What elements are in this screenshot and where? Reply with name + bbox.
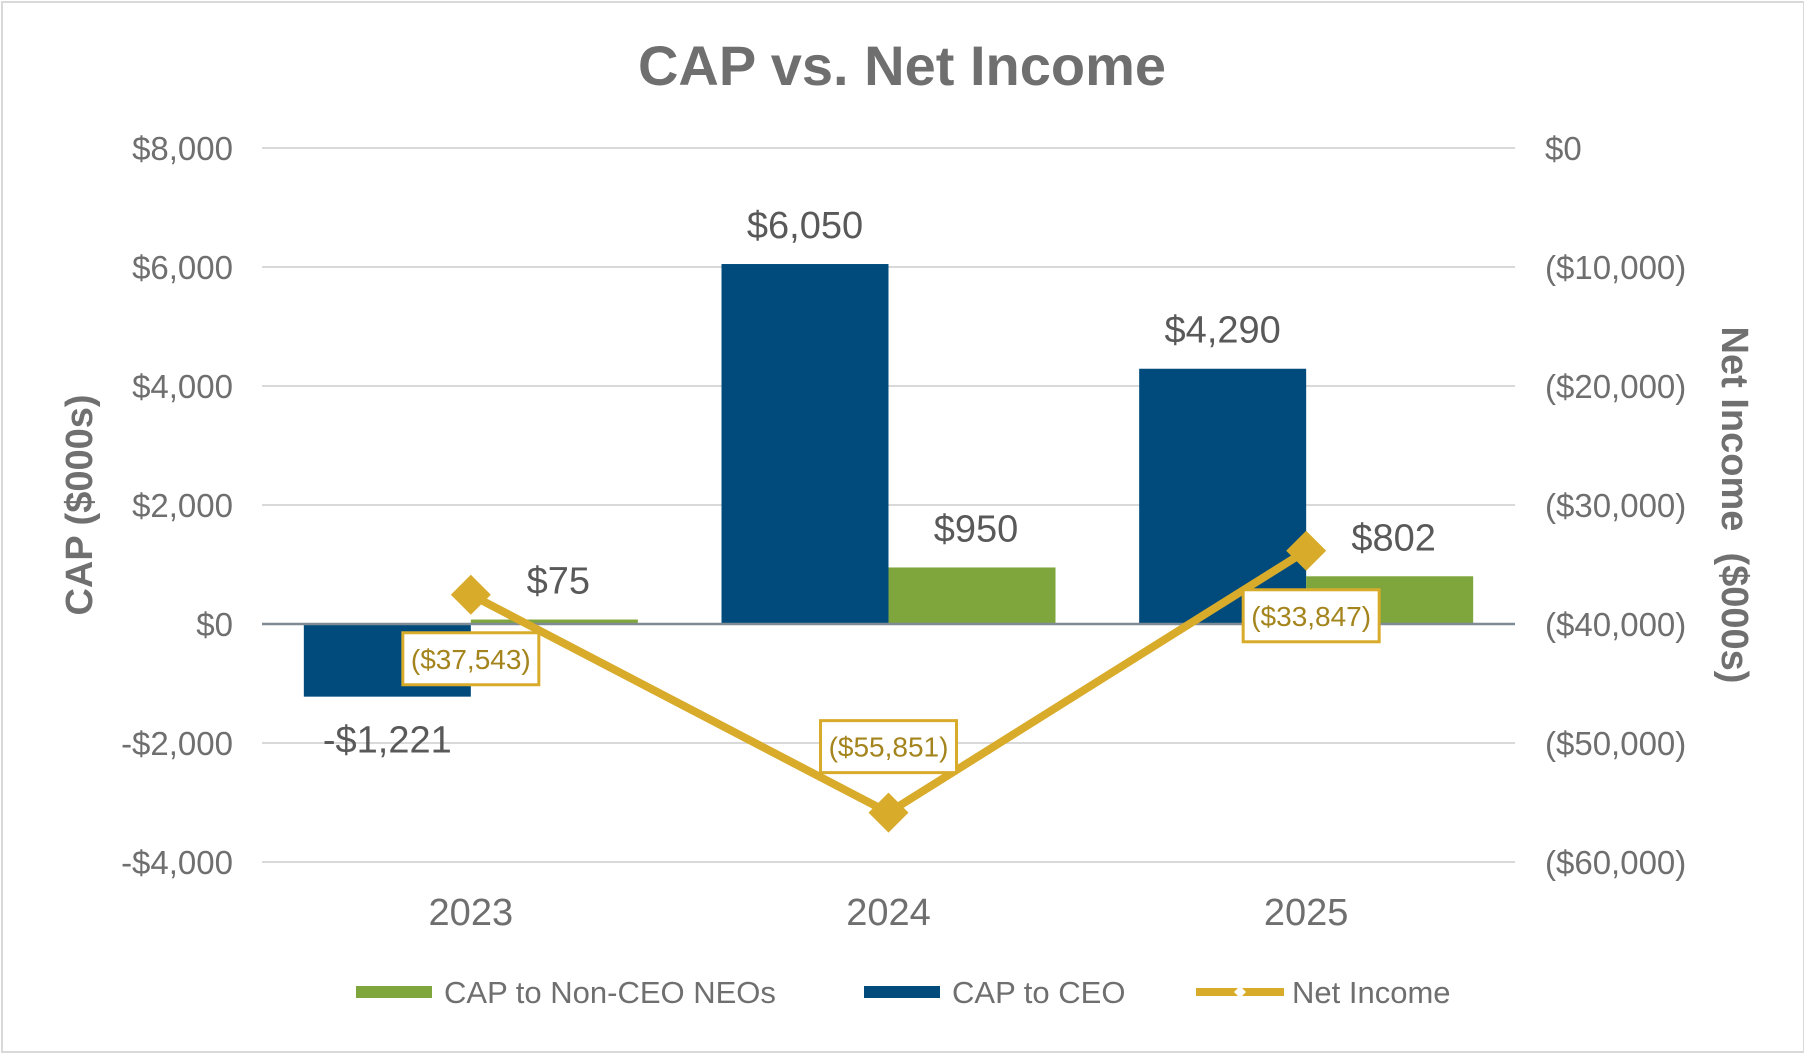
left-axis-title: CAP ($000s) bbox=[59, 394, 101, 615]
right-axis-tick-label: ($50,000) bbox=[1545, 725, 1686, 762]
left-axis-tick-label: $4,000 bbox=[132, 368, 233, 405]
net-income-label-box-2025 bbox=[1241, 588, 1381, 644]
legend-marker-icon bbox=[1234, 986, 1246, 998]
right-axis-tick-label: ($10,000) bbox=[1545, 249, 1686, 286]
bar-ceo-2024 bbox=[721, 264, 889, 624]
net-income-label-2024: ($55,851) bbox=[829, 732, 949, 763]
label-neo-2024: $950 bbox=[934, 508, 1019, 550]
legend-label-2: Net Income bbox=[1292, 975, 1451, 1010]
x-axis-tick-label: 2023 bbox=[429, 892, 514, 934]
net-income-marker-2023 bbox=[450, 574, 491, 615]
legend-label-0: CAP to Non-CEO NEOs bbox=[444, 975, 776, 1010]
net-income-label-box-2023 bbox=[401, 631, 541, 687]
net-income-label-2025: ($33,847) bbox=[1251, 601, 1371, 632]
label-neo-2025: $802 bbox=[1351, 517, 1436, 559]
right-axis-tick-label: $0 bbox=[1545, 130, 1582, 167]
net-income-marker-2025 bbox=[1286, 530, 1327, 571]
x-axis-tick-label: 2025 bbox=[1264, 892, 1349, 934]
data-labels-layer: -$1,221 $75 $6,050 $950 $4,290 $802 ($37,543) (… bbox=[323, 205, 1436, 775]
left-axis-tick-label: -$2,000 bbox=[121, 725, 233, 762]
label-ceo-2025: $4,290 bbox=[1165, 310, 1281, 352]
legend-swatch-1 bbox=[864, 986, 940, 998]
right-axis-tick-label: ($20,000) bbox=[1545, 368, 1686, 405]
label-ceo-2023: -$1,221 bbox=[323, 720, 452, 762]
label-ceo-2024: $6,050 bbox=[747, 205, 863, 247]
right-axis-tick-label: ($30,000) bbox=[1545, 487, 1686, 524]
legend: CAP to Non-CEO NEOs CAP to CEO Net Income bbox=[356, 975, 1451, 1010]
label-neo-2023: $75 bbox=[527, 561, 590, 603]
left-axis-tick-label: $8,000 bbox=[132, 130, 233, 167]
legend-swatch-0 bbox=[356, 986, 432, 998]
right-axis-tick-label: ($40,000) bbox=[1545, 606, 1686, 643]
net-income-label-box-2024 bbox=[819, 719, 958, 775]
chart-title: CAP vs. Net Income bbox=[638, 34, 1166, 97]
left-axis-ticks: $8,000 $6,000 $4,000 $2,000 $0 -$2,000 -$4,000 bbox=[121, 130, 233, 881]
left-axis-tick-label: $6,000 bbox=[132, 249, 233, 286]
left-axis-tick-label: $0 bbox=[196, 606, 233, 643]
x-axis-tick-label: 2024 bbox=[846, 892, 931, 934]
legend-label-1: CAP to CEO bbox=[952, 975, 1125, 1010]
right-axis-title: Net Income ($000s) bbox=[1713, 327, 1755, 684]
net-income-marker-2024 bbox=[868, 792, 909, 833]
bar-ceo-2025 bbox=[1139, 368, 1307, 624]
net-income-label-2023: ($37,543) bbox=[411, 644, 531, 675]
right-axis-tick-label: ($60,000) bbox=[1545, 844, 1686, 881]
left-axis-tick-label: $2,000 bbox=[132, 487, 233, 524]
bar-neo-2023 bbox=[470, 619, 638, 624]
bar-neo-2024 bbox=[888, 567, 1056, 624]
x-axis-ticks: 2023 2024 2025 bbox=[429, 892, 1349, 934]
right-axis-ticks: $0 ($10,000) ($20,000) ($30,000) ($40,000) ($… bbox=[1545, 130, 1686, 881]
left-axis-tick-label: -$4,000 bbox=[121, 844, 233, 881]
net-income-line-layer bbox=[450, 530, 1327, 833]
